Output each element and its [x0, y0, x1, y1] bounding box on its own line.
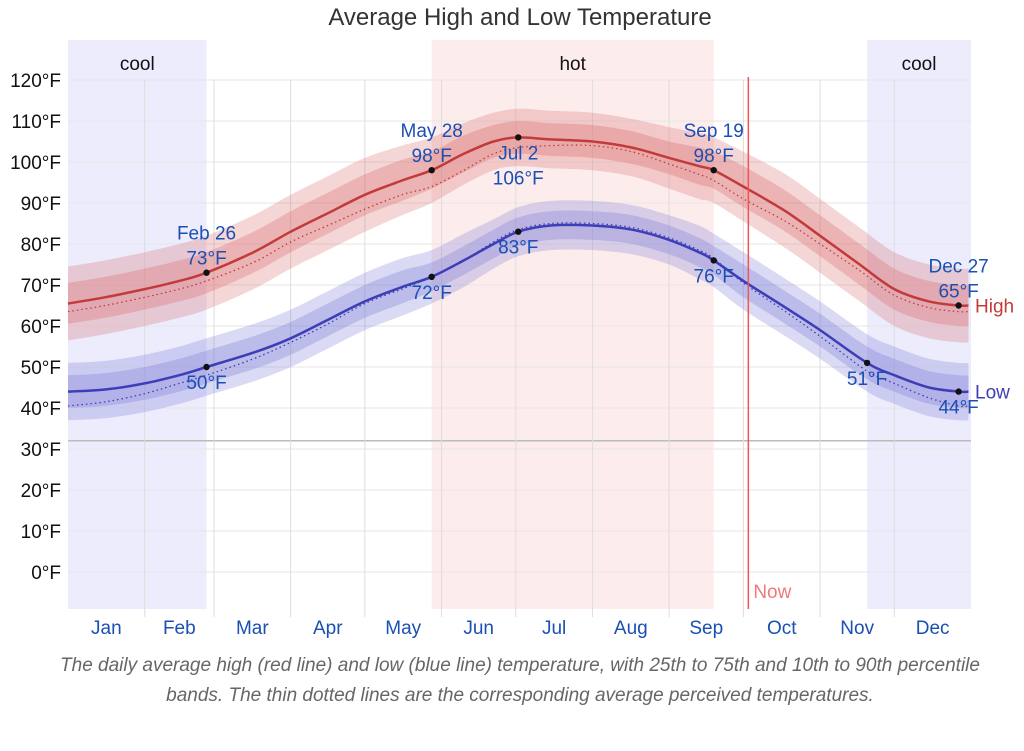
now-marker: Now [747, 77, 792, 609]
x-tick-label: Jan [91, 618, 122, 639]
low-band-10-90 [68, 200, 969, 421]
y-tick-label: 120°F [10, 71, 61, 92]
x-tick-label: Mar [236, 618, 269, 639]
y-tick-label: 70°F [21, 276, 61, 297]
x-tick-label: Dec [916, 618, 950, 639]
x-tick-label: Sep [689, 618, 723, 639]
series-lines [67, 136, 969, 408]
annotation-label: 98°F [694, 146, 734, 167]
x-tick-label: Jun [463, 618, 494, 639]
annotation-label: 83°F [498, 238, 538, 259]
season-band-hot [431, 40, 714, 609]
y-tick-label: 60°F [21, 317, 61, 338]
season-label-cool: cool [120, 54, 155, 75]
x-tick-label: Oct [767, 618, 797, 639]
annotation-label: 50°F [186, 373, 226, 394]
y-tick-label: 30°F [21, 440, 61, 461]
annotation-label: Dec 27 [929, 257, 989, 278]
annotation-point [955, 388, 962, 395]
x-tick-label: Apr [313, 618, 343, 639]
annotation-point [428, 273, 435, 280]
annotation-label: 44°F [938, 398, 978, 419]
y-tick-label: 90°F [21, 194, 61, 215]
annotation-point [710, 257, 717, 264]
y-tick-label: 40°F [21, 399, 61, 420]
x-axis: Jan Feb Mar Apr May Jun Jul Aug Sep Oct Nov Dec [91, 618, 950, 639]
annotation-point [515, 134, 522, 141]
y-axis: 120°F 110°F 100°F 90°F 80°F 70°F 60°F 50°F 40°F 3… [10, 71, 61, 584]
y-tick-label: 110°F [12, 112, 62, 133]
annotation-point [710, 167, 717, 174]
y-tick-label: 50°F [21, 358, 61, 379]
low-line [67, 223, 969, 394]
season-band-cool [68, 40, 207, 609]
annotation-label: May 28 [401, 121, 463, 142]
season-band-cool [867, 40, 971, 609]
annotation-label: 76°F [694, 266, 734, 287]
annotation-label: 98°F [412, 146, 452, 167]
annotation-label: 73°F [186, 249, 226, 270]
y-tick-label: 0°F [31, 563, 61, 584]
annotation-label: Jul 2 [498, 143, 538, 164]
chart-title: Average High and Low Temperature [328, 4, 712, 31]
chart-caption: The daily average high (red line) and lo… [60, 655, 980, 706]
x-tick-label: Jul [542, 618, 566, 639]
now-label: Now [753, 582, 791, 603]
x-tick-label: Feb [163, 618, 196, 639]
x-tick-label: May [385, 618, 421, 639]
season-label-cool: cool [902, 54, 937, 75]
annotation-label: 72°F [412, 283, 452, 304]
annotation-label: Feb 26 [177, 224, 236, 245]
annotation-point [955, 302, 962, 309]
y-tick-label: 20°F [21, 481, 61, 502]
season-bands: cool hot cool [68, 40, 971, 609]
annotation-point [863, 359, 871, 367]
annotation-point [515, 228, 522, 235]
x-tick-label: Aug [614, 618, 648, 639]
high-line [67, 136, 969, 308]
season-label-hot: hot [559, 54, 586, 75]
high-band-25-75 [68, 120, 969, 327]
annotation-label: 65°F [938, 282, 978, 303]
annotation-points: Feb 26 73°F May 28 98°F Jul 2 106°F Sep 19 98°F… [177, 121, 989, 418]
annotation-label: Sep 19 [684, 121, 744, 142]
high-band-10-90 [68, 108, 969, 343]
annotation-label: 51°F [847, 369, 887, 390]
y-tick-label: 100°F [10, 153, 61, 174]
annotation-point [203, 269, 210, 276]
annotation-point [203, 363, 210, 371]
series-label-high: High [975, 297, 1014, 318]
grid-lines [68, 79, 971, 617]
low-perceived-line [67, 222, 969, 408]
series-labels: High Low [975, 297, 1014, 404]
y-tick-label: 10°F [21, 522, 61, 543]
y-tick-label: 80°F [21, 235, 61, 256]
annotation-label: 106°F [493, 168, 544, 189]
x-tick-label: Nov [840, 618, 874, 639]
annotation-point [428, 167, 435, 174]
series-label-low: Low [975, 383, 1010, 404]
